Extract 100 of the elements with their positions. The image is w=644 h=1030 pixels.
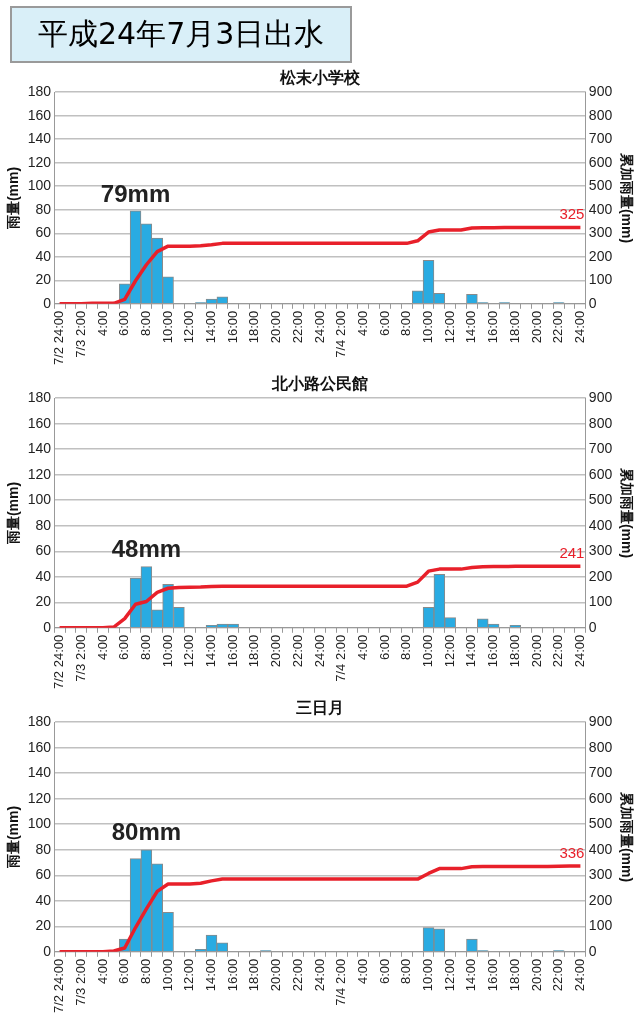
y2-axis-title: 累加雨量(mm): [618, 466, 635, 559]
y-tick-label: 180: [27, 713, 52, 730]
y2-tick-label: 800: [588, 106, 613, 123]
data-label: 336: [559, 843, 585, 861]
x-tick-label: 6:00: [376, 310, 392, 337]
x-tick-label: 22:00: [289, 958, 305, 992]
y-axis-title: 雨量(mm): [5, 166, 22, 231]
y-tick-label: 0: [43, 294, 52, 311]
x-tick-label: 18:00: [246, 310, 262, 344]
y2-tick-label: 200: [588, 567, 613, 584]
x-tick-label: 24:00: [571, 634, 587, 668]
x-tick-label: 22:00: [550, 310, 566, 344]
x-tick-label: 12:00: [441, 634, 457, 668]
x-tick-label: 10:00: [420, 958, 436, 992]
x-tick-label: 10:00: [420, 634, 436, 668]
x-tick-label: 8:00: [398, 634, 414, 661]
annotation: 80mm: [111, 818, 182, 846]
x-tick-label: 8:00: [137, 958, 153, 985]
y-tick-label: 60: [35, 866, 52, 883]
text: 平成24年7月3日出水: [10, 6, 353, 63]
x-tick-label: 6:00: [116, 958, 132, 985]
chart-title: 北小路公民館: [271, 375, 368, 393]
x-tick-label: 14:00: [203, 958, 219, 992]
x-tick-label: 14:00: [463, 634, 479, 668]
y-tick-label: 180: [27, 389, 52, 406]
y-tick-label: 140: [27, 440, 52, 457]
y-tick-label: 120: [27, 153, 52, 170]
x-tick-label: 20:00: [268, 958, 284, 992]
x-tick-label: 12:00: [181, 634, 197, 668]
x-tick-label: 24:00: [311, 310, 327, 344]
y2-tick-label: 700: [588, 440, 613, 457]
x-tick-label: 18:00: [246, 958, 262, 992]
y-tick-label: 20: [35, 917, 52, 934]
y-tick-label: 140: [27, 764, 52, 781]
x-tick-label: 10:00: [159, 634, 175, 668]
x-tick-label: 16:00: [485, 634, 501, 668]
y2-tick-label: 400: [588, 200, 613, 217]
x-tick-label: 7/3 2:00: [72, 310, 88, 358]
y2-tick-label: 900: [588, 389, 613, 406]
x-tick-label: 4:00: [354, 958, 370, 985]
x-tick-label: 20:00: [268, 634, 284, 668]
data-label: 241: [559, 543, 585, 561]
x-tick-label: 7/3 2:00: [72, 958, 88, 1006]
y2-tick-label: 200: [588, 891, 613, 908]
data-label: 325: [559, 205, 585, 223]
x-tick-label: 12:00: [181, 310, 197, 344]
y-tick-label: 120: [27, 465, 52, 482]
y-tick-label: 120: [27, 789, 52, 806]
x-tick-label: 20:00: [528, 310, 544, 344]
x-tick-label: 18:00: [506, 310, 522, 344]
y2-tick-label: 800: [588, 738, 613, 755]
y2-tick-label: 500: [588, 815, 613, 832]
x-tick-label: 8:00: [137, 310, 153, 337]
x-tick-label: 24:00: [571, 310, 587, 344]
y2-axis-title: 累加雨量(mm): [618, 790, 635, 883]
x-tick-label: 7/4 2:00: [333, 634, 349, 682]
x-tick-label: 24:00: [311, 958, 327, 992]
x-tick-label: 6:00: [116, 310, 132, 337]
y-tick-label: 100: [27, 491, 52, 508]
x-tick-label: 7/4 2:00: [333, 958, 349, 1006]
y2-tick-label: 500: [588, 491, 613, 508]
x-tick-label: 4:00: [354, 634, 370, 661]
y-tick-label: 20: [35, 271, 52, 288]
y2-tick-label: 0: [588, 618, 597, 635]
x-tick-label: 8:00: [398, 958, 414, 985]
x-tick-label: 18:00: [506, 958, 522, 992]
y-tick-label: 80: [35, 200, 52, 217]
y-tick-label: 0: [43, 942, 52, 959]
x-tick-label: 14:00: [463, 310, 479, 344]
x-tick-label: 7/2 24:00: [51, 634, 67, 689]
x-tick-label: 10:00: [159, 310, 175, 344]
annotation: 79mm: [100, 179, 171, 207]
x-tick-label: 10:00: [159, 958, 175, 992]
y-axis-title: 雨量(mm): [5, 481, 22, 546]
y2-tick-label: 900: [588, 83, 613, 100]
y2-tick-label: 400: [588, 516, 613, 533]
y-tick-label: 60: [35, 224, 52, 241]
y2-tick-label: 700: [588, 130, 613, 147]
x-tick-label: 16:00: [224, 310, 240, 344]
x-tick-label: 14:00: [463, 958, 479, 992]
y2-tick-label: 100: [588, 917, 613, 934]
chart-title: 松末小学校: [279, 69, 361, 87]
x-tick-label: 6:00: [376, 958, 392, 985]
y2-tick-label: 700: [588, 764, 613, 781]
chart-title: 三日月: [296, 699, 344, 717]
x-tick-label: 8:00: [137, 634, 153, 661]
x-tick-label: 24:00: [311, 634, 327, 668]
y2-tick-label: 400: [588, 840, 613, 857]
x-tick-label: 7/4 2:00: [333, 310, 349, 358]
x-tick-label: 22:00: [550, 958, 566, 992]
x-tick-label: 4:00: [94, 634, 110, 661]
y2-tick-label: 300: [588, 224, 613, 241]
x-tick-label: 12:00: [181, 958, 197, 992]
x-tick-label: 20:00: [268, 310, 284, 344]
x-tick-label: 6:00: [376, 634, 392, 661]
y-tick-label: 20: [35, 593, 52, 610]
x-tick-label: 7/2 24:00: [51, 310, 67, 365]
x-tick-label: 18:00: [246, 634, 262, 668]
x-tick-label: 16:00: [485, 958, 501, 992]
x-tick-label: 7/2 24:00: [51, 958, 67, 1013]
